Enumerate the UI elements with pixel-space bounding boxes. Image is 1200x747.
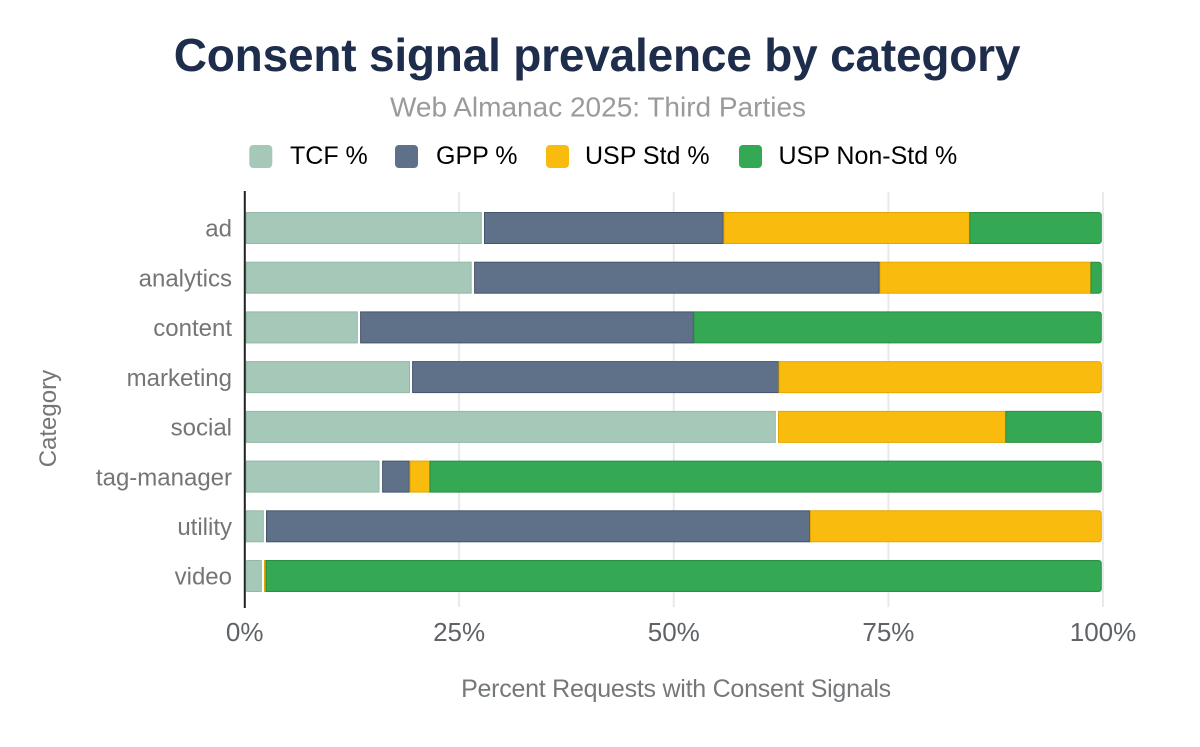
- svg-text:Web Almanac 2025: Third Partie: Web Almanac 2025: Third Parties: [390, 92, 806, 123]
- svg-text:utility: utility: [177, 514, 232, 541]
- svg-text:USP Std %: USP Std %: [585, 142, 710, 170]
- svg-text:Percent Requests with Consent: Percent Requests with Consent Signals: [461, 675, 891, 703]
- svg-text:tag-manager: tag-manager: [96, 464, 232, 491]
- svg-text:Consent signal prevalence by c: Consent signal prevalence by category: [174, 29, 1021, 81]
- svg-text:Category: Category: [35, 370, 62, 467]
- svg-text:50%: 50%: [648, 617, 700, 647]
- svg-text:100%: 100%: [1070, 617, 1137, 647]
- svg-text:USP Non-Std %: USP Non-Std %: [779, 142, 958, 170]
- svg-text:TCF %: TCF %: [290, 142, 368, 170]
- svg-text:ad: ad: [205, 216, 232, 243]
- svg-text:analytics: analytics: [139, 265, 232, 292]
- svg-text:video: video: [175, 564, 232, 591]
- svg-text:marketing: marketing: [127, 365, 232, 392]
- svg-text:0%: 0%: [226, 617, 264, 647]
- svg-text:social: social: [171, 415, 232, 442]
- svg-text:GPP %: GPP %: [436, 142, 518, 170]
- svg-text:75%: 75%: [862, 617, 914, 647]
- svg-text:content: content: [153, 315, 232, 342]
- svg-text:25%: 25%: [433, 617, 485, 647]
